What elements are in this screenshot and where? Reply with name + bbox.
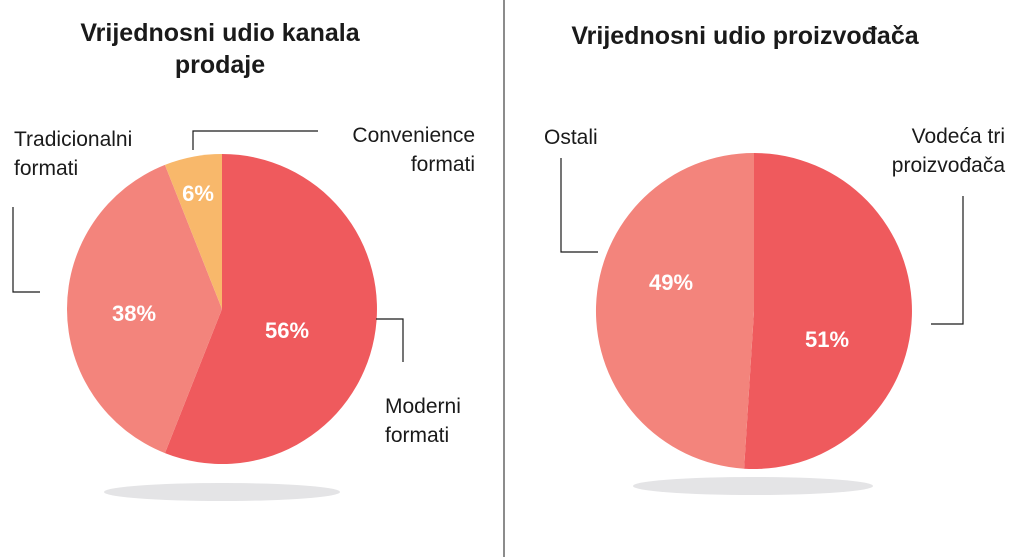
pie-slice-0	[744, 153, 912, 469]
slice-value-label: 49%	[649, 270, 693, 295]
callout-line-tradicionalni	[12, 207, 40, 293]
chart-title-line: prodaje	[174, 51, 266, 79]
channel-share-pie-chart: 56% 38% 6%	[12, 130, 404, 501]
label-line: Vodeća tri	[911, 125, 1005, 148]
label-line: formati	[385, 424, 450, 447]
pie-slice-0	[164, 154, 377, 465]
label-line: Tradicionalni	[14, 128, 133, 151]
callout-line-ostali	[560, 158, 598, 253]
slice-value-label: 56%	[265, 318, 309, 343]
callout-lines	[560, 158, 964, 325]
slice-value-label: 51%	[805, 327, 849, 352]
label-line: Ostali	[544, 126, 598, 149]
pie-slice-2	[164, 154, 222, 309]
legend-label-convenience-formati: Convenience formati	[275, 121, 475, 179]
pie-slice-1	[66, 164, 223, 454]
chart-title: Vrijednosni udio proizvođača	[525, 20, 965, 52]
pie-slices	[595, 153, 912, 469]
pie-slices	[66, 154, 377, 465]
legend-label-tradicionalni-formati: Tradicionalni formati	[14, 125, 132, 183]
label-line: Moderni	[385, 395, 461, 418]
label-line: Convenience	[352, 124, 475, 147]
pie-slice-1	[595, 153, 754, 469]
slice-value-label: 38%	[112, 301, 156, 326]
chart-title: Vrijednosni udio kanala prodaje	[40, 17, 400, 81]
callout-line-vodeca	[931, 196, 964, 325]
label-line: formati	[410, 153, 475, 176]
legend-label-vodeca-tri-proizvodaca: Vodeća tri proizvođača	[865, 122, 1005, 180]
legend-label-ostali: Ostali	[544, 123, 598, 152]
callout-lines	[12, 130, 404, 362]
label-line: proizvođača	[891, 154, 1005, 177]
pie-shadow	[104, 483, 340, 501]
manufacturer-share-pie-chart: 51% 49%	[560, 153, 964, 495]
callout-line-convenience	[192, 130, 318, 150]
label-line: formati	[14, 157, 79, 180]
slice-value-label: 6%	[182, 181, 214, 206]
pie-shadow	[633, 477, 873, 495]
legend-label-moderni-formati: Moderni formati	[385, 392, 461, 450]
channel-share-panel: 56% 38% 6% Vrijednosni udio kanala proda…	[0, 0, 503, 557]
chart-title-line: Vrijednosni udio kanala	[80, 19, 360, 47]
callout-line-moderni	[376, 318, 404, 362]
manufacturer-share-panel: 51% 49% Vrijednosni udio proizvođača Ost…	[505, 0, 1024, 557]
panel-divider	[503, 0, 505, 557]
chart-title-line: Vrijednosni udio proizvođača	[571, 22, 919, 50]
